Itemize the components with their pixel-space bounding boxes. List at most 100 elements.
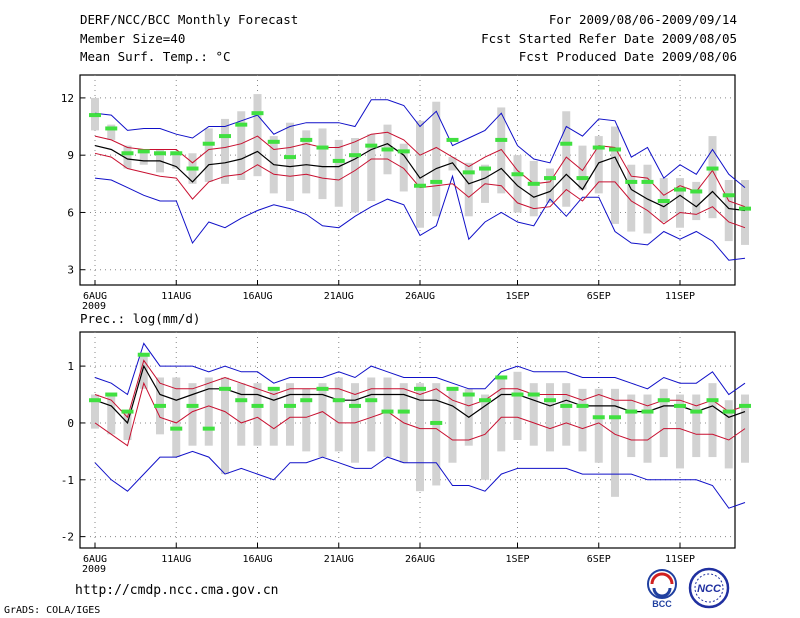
panel1-observation-mark bbox=[527, 181, 540, 186]
panel1-range-box bbox=[546, 168, 554, 203]
panel1-xtick-label: 16AUG bbox=[242, 291, 272, 302]
panel2-range-box bbox=[724, 400, 733, 469]
panel1-range-box bbox=[708, 136, 717, 219]
panel1-range-box bbox=[318, 128, 327, 200]
panel2-observation-mark bbox=[284, 403, 296, 408]
panel2-observation-mark bbox=[170, 426, 183, 431]
panel2-range-box bbox=[302, 388, 311, 452]
panel2-observation-mark bbox=[89, 398, 101, 403]
panel2-observation-mark bbox=[560, 403, 573, 408]
panel2-series-min bbox=[94, 450, 746, 509]
panel1-range-box bbox=[221, 118, 229, 184]
panel1-observation-mark bbox=[560, 141, 573, 146]
panel2-observation-mark bbox=[414, 386, 426, 391]
panel2-range-box bbox=[172, 377, 181, 458]
panel2-range-box bbox=[123, 411, 132, 440]
panel2-observation-mark bbox=[251, 403, 264, 408]
panel2-observation-mark bbox=[105, 392, 118, 397]
panel1-xtick-label: 21AUG bbox=[324, 291, 354, 302]
panel2-observation-mark bbox=[641, 409, 654, 414]
panel1-range-box bbox=[627, 164, 636, 232]
panel2-range-box bbox=[594, 388, 603, 463]
panel2-observation-mark bbox=[706, 398, 719, 403]
panel2-observation-mark bbox=[300, 398, 313, 403]
panel1-xtick-label: 11SEP bbox=[665, 291, 695, 302]
panel2-series-upper bbox=[94, 359, 746, 419]
panel2-range-box bbox=[253, 383, 262, 446]
bcc-logo-text: BCC bbox=[652, 599, 672, 609]
panel1-range-box bbox=[351, 138, 359, 213]
panel1-series-mean bbox=[94, 143, 746, 212]
panel1-observation-mark bbox=[706, 166, 719, 171]
panel2-observation-mark bbox=[690, 409, 703, 414]
panel2-observation-mark bbox=[349, 403, 361, 408]
panel1-range-box bbox=[724, 180, 733, 242]
panel2-ytick-label: -1 bbox=[61, 474, 74, 487]
panel2-observation-mark bbox=[137, 352, 150, 357]
panel1-ytick-label: 12 bbox=[61, 92, 74, 105]
panel2-observation-mark bbox=[739, 403, 751, 408]
panel1-series-upper bbox=[94, 131, 746, 208]
panel2-ytick-label: 0 bbox=[67, 417, 74, 430]
panel1-observation-mark bbox=[300, 137, 313, 142]
bcc-logo: BCC bbox=[647, 569, 677, 609]
panel1-observation-mark bbox=[284, 155, 296, 160]
panel1-observation-mark bbox=[137, 149, 150, 154]
panel2-range-box bbox=[692, 394, 701, 458]
panel1-observation-mark bbox=[186, 166, 199, 171]
panel1-range-box bbox=[464, 162, 473, 217]
panel2-ytick-label: 1 bbox=[67, 360, 74, 373]
ncc-logo: NCC bbox=[688, 567, 730, 609]
panel2-range-box bbox=[513, 371, 522, 440]
panel1-range-box bbox=[562, 111, 571, 207]
panel1-observation-mark bbox=[381, 147, 394, 152]
panel2-observation-mark bbox=[625, 409, 638, 414]
panel2-range-box bbox=[204, 377, 213, 446]
panel1-xtick-label: 26AUG bbox=[405, 291, 435, 302]
panel2-title: Prec.: log(mm/d) bbox=[80, 311, 200, 326]
panel2-series-lower bbox=[94, 381, 746, 447]
panel2-observation-mark bbox=[722, 409, 735, 414]
panel1-observation-mark bbox=[397, 149, 410, 154]
panel2-range-box bbox=[627, 394, 636, 458]
panel2-range-box bbox=[432, 383, 441, 486]
forecast-produced-date: Fcst Produced Date 2009/08/06 bbox=[518, 49, 737, 64]
panel2-range-box bbox=[448, 388, 457, 463]
panel2-range-box bbox=[562, 383, 571, 446]
panel2-year-label: 2009 bbox=[82, 564, 106, 575]
panel1-observation-mark bbox=[332, 158, 345, 163]
panel2-range-box bbox=[659, 388, 668, 458]
panel1-range-box bbox=[253, 94, 262, 177]
panel1-observation-mark bbox=[414, 183, 426, 188]
panel1-series-max bbox=[94, 174, 746, 261]
panel2-observation-mark bbox=[609, 415, 621, 420]
panel2-range-box bbox=[286, 383, 294, 446]
panel1-range-box bbox=[416, 120, 424, 228]
panel2-xtick-label: 6SEP bbox=[587, 554, 611, 565]
panel1-observation-mark bbox=[641, 179, 654, 184]
panel2-observation-mark bbox=[154, 403, 166, 408]
panel2-range-box bbox=[139, 354, 148, 389]
panel1-observation-mark bbox=[462, 170, 475, 175]
panel2-observation-mark bbox=[657, 398, 670, 403]
panel1-observation-mark bbox=[105, 126, 118, 131]
panel2-observation-mark bbox=[365, 398, 378, 403]
panel2-observation-mark bbox=[592, 415, 605, 420]
panel1-range-box bbox=[692, 181, 701, 221]
panel1-range-box bbox=[676, 178, 684, 228]
footer-url[interactable]: http://cmdp.ncc.cma.gov.cn bbox=[75, 583, 279, 598]
panel1-observation-mark bbox=[479, 166, 491, 171]
panel2-xtick-label: 6AUG bbox=[83, 554, 107, 565]
panel2-observation-mark bbox=[381, 409, 394, 414]
panel1-observation-mark bbox=[170, 151, 183, 156]
panel1-observation-mark bbox=[511, 172, 524, 177]
panel2-ytick-label: -2 bbox=[61, 531, 74, 544]
panel1-year-label: 2009 bbox=[82, 301, 106, 312]
panel1-observation-mark bbox=[657, 199, 670, 203]
panel2-observation-mark bbox=[397, 409, 410, 414]
grads-credit: GrADS: COLA/IGES bbox=[4, 605, 101, 616]
panel2-observation-mark bbox=[479, 398, 491, 403]
panel2-range-box bbox=[188, 383, 197, 446]
panel2-observation-mark bbox=[495, 375, 508, 380]
